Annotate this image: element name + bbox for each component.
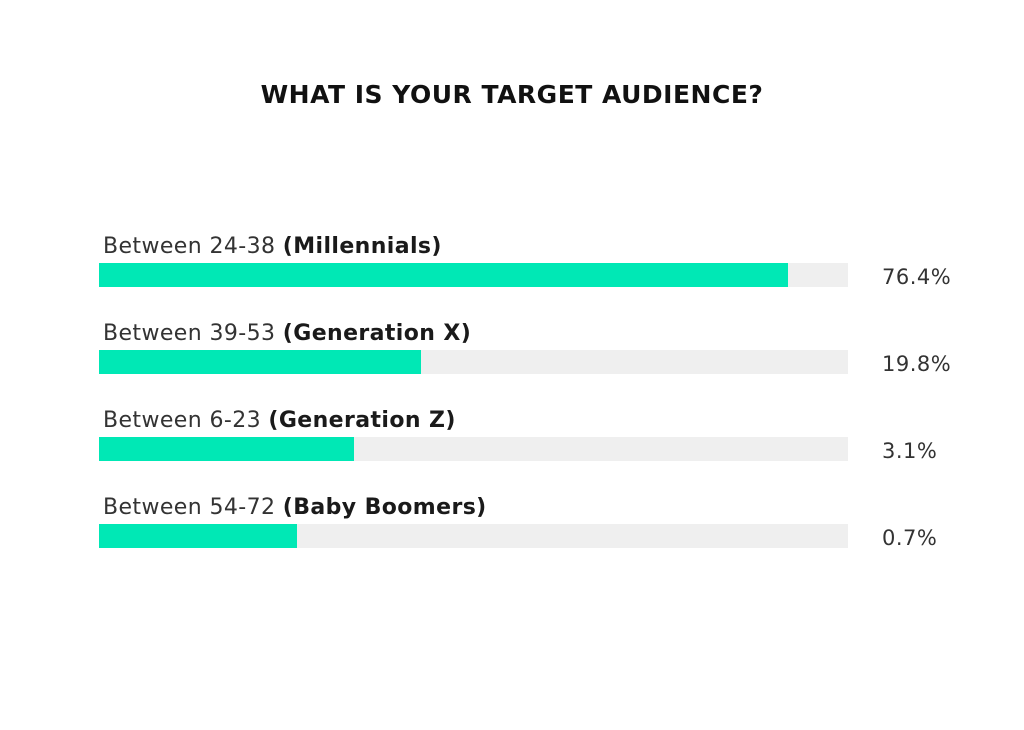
bar-label-range: Between 24-38 bbox=[103, 234, 283, 259]
bar-value-label: 76.4% bbox=[882, 265, 951, 289]
bar-label: Between 39-53 (Generation X) bbox=[103, 321, 471, 346]
bar-label-group: (Baby Boomers) bbox=[283, 495, 487, 520]
bar-value-label: 3.1% bbox=[882, 439, 937, 463]
bar-fill bbox=[99, 263, 788, 287]
chart-title: WHAT IS YOUR TARGET AUDIENCE? bbox=[260, 80, 764, 109]
bar-value-label: 19.8% bbox=[882, 352, 951, 376]
bar-label: Between 24-38 (Millennials) bbox=[103, 234, 442, 259]
bar-label-range: Between 39-53 bbox=[103, 321, 283, 346]
bar-label-range: Between 6-23 bbox=[103, 408, 268, 433]
bar-value-label: 0.7% bbox=[882, 526, 937, 550]
bar-label-group: (Generation X) bbox=[283, 321, 471, 346]
bar-label-group: (Generation Z) bbox=[268, 408, 455, 433]
bar-label-group: (Millennials) bbox=[283, 234, 442, 259]
bar-label: Between 54-72 (Baby Boomers) bbox=[103, 495, 487, 520]
bar-fill bbox=[99, 437, 354, 461]
bar-fill bbox=[99, 350, 421, 374]
bar-label-range: Between 54-72 bbox=[103, 495, 283, 520]
bar-label: Between 6-23 (Generation Z) bbox=[103, 408, 456, 433]
bar-fill bbox=[99, 524, 297, 548]
